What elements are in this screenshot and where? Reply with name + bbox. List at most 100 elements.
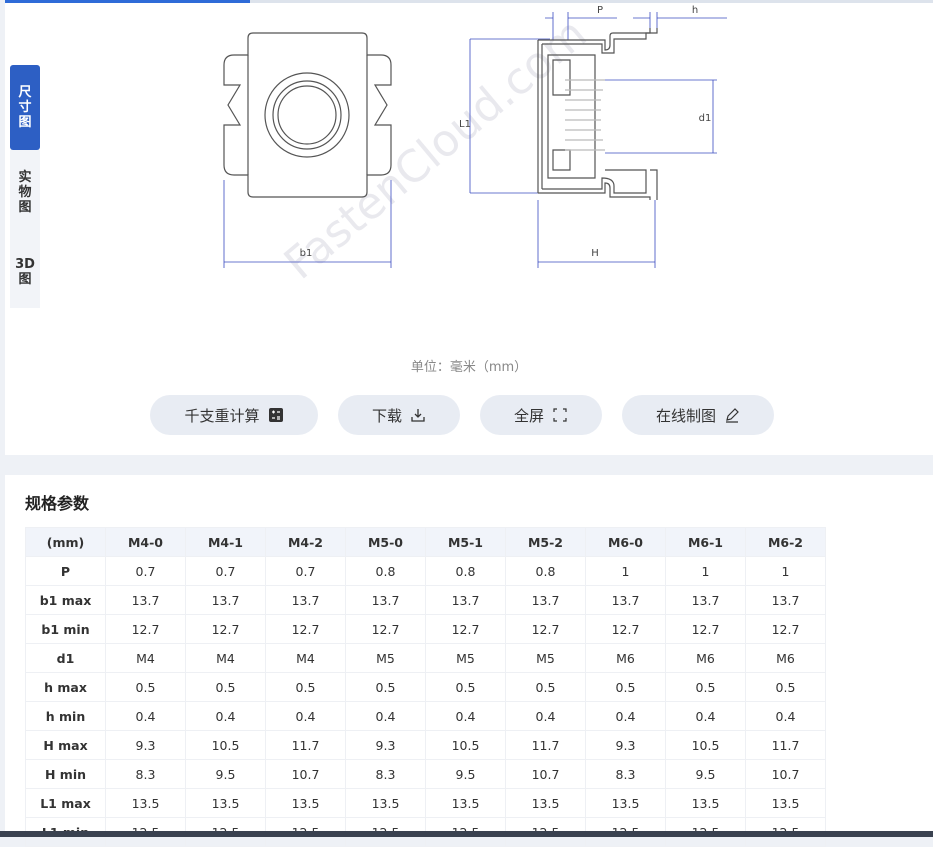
cell: 9.5 [185,759,266,789]
cell: 12.7 [265,614,346,644]
cell: 8.3 [105,759,186,789]
bottom-bar [0,831,933,837]
cell: 0.5 [505,672,586,702]
cell: 0.8 [345,556,426,586]
icon [553,408,567,422]
cell: 0.4 [665,701,746,731]
cell: 10.5 [665,730,746,760]
cell: 12.7 [745,614,826,644]
cell: 0.4 [425,701,506,731]
cell: 1 [585,556,666,586]
download-button[interactable]: 下载 [338,395,460,435]
cell: 1 [745,556,826,586]
spec-table: (mm) M4-0 M4-1 M4-2 M5-0 M5-1 M5-2 M6-0 M6-1 M6-2… [25,527,826,847]
cell: 11.7 [745,730,826,760]
cell: 0.8 [505,556,586,586]
cell: 0.5 [265,672,346,702]
cell: M5 [505,643,586,673]
cell: 13.5 [745,788,826,818]
cell: M5 [425,643,506,673]
dimension-lines [223,12,727,268]
cell: 9.5 [665,759,746,789]
table-row: L1 max 13.5 13.5 13.5 13.5 13.5 13.5 13.5 13.5 13… [25,788,826,818]
cell: M4 [185,643,266,673]
online-draw-button[interactable]: 在线制图 [622,395,774,435]
row-header: h min [25,701,106,731]
cell: 13.5 [265,788,346,818]
drawing-panel: 尺寸图 实物图 3D图 FastenCloud.com [5,0,933,455]
tab[interactable]: 3D图 [10,235,40,308]
header-cell: M6-0 [585,527,666,557]
cell: 12.7 [345,614,426,644]
unit-text: 单位：毫米（mm） [410,360,528,375]
table-row: P 0.7 0.7 0.7 0.8 0.8 0.8 1 1 1 [25,556,826,586]
spec-panel: 规格参数 (mm) M4-0 M4-1 M4-2 M5-0 M5-1 M5-2 M6-0 M6-… [5,475,933,847]
cell: 13.7 [505,585,586,615]
tab[interactable]: 实物图 [10,150,40,235]
technical-drawing: FastenCloud.com b1 P [223,5,727,290]
row-header: b1 min [25,614,106,644]
table-row: H max 9.3 10.5 11.7 9.3 10.5 11.7 9.3 10.5 11.7 [25,730,826,760]
row-header: H min [25,759,106,789]
tab[interactable]: 尺寸图 [10,65,40,150]
cell: 12.7 [505,614,586,644]
cell: 0.7 [265,556,346,586]
side-view [537,28,658,200]
cell: M6 [585,643,666,673]
row-header: d1 [25,643,106,673]
cell: M4 [265,643,346,673]
cell: 8.3 [345,759,426,789]
header-cell: M6-1 [665,527,746,557]
button-label: 在线制图 [655,406,716,425]
cell: 12.7 [185,614,266,644]
header-cell: M4-0 [105,527,186,557]
cell: 0.7 [105,556,186,586]
row-header: H max [25,730,106,760]
cell: 9.3 [585,730,666,760]
cell: 13.7 [745,585,826,615]
row-header: b1 max [25,585,106,615]
cell: 13.5 [425,788,506,818]
cell: 0.4 [185,701,266,731]
header-cell: M4-1 [185,527,266,557]
weight-calc-button[interactable]: 千支重计算 [150,395,318,435]
header-cell: M5-1 [425,527,506,557]
section-title: 规格参数 [25,490,89,514]
cell: 0.4 [745,701,826,731]
cell: 0.4 [585,701,666,731]
cell: 0.4 [105,701,186,731]
cell: 12.7 [585,614,666,644]
cell: 13.5 [345,788,426,818]
cell: 8.3 [585,759,666,789]
button-label: 千支重计算 [184,406,260,425]
table-row: h max 0.5 0.5 0.5 0.5 0.5 0.5 0.5 0.5 0.5 [25,672,826,702]
row-header: L1 max [25,788,106,818]
table-row: d1 M4 M4 M4 M5 M5 M5 M6 M6 M6 [25,643,826,673]
cell: M6 [665,643,746,673]
cell: 12.7 [665,614,746,644]
table-row: h min 0.4 0.4 0.4 0.4 0.4 0.4 0.4 0.4 0.4 [25,701,826,731]
cell: 10.5 [185,730,266,760]
cell: 13.7 [585,585,666,615]
progress-track [250,0,933,3]
cell: 0.4 [505,701,586,731]
cell: 13.5 [665,788,746,818]
icon [268,408,283,422]
cell: 13.7 [345,585,426,615]
cell: 9.5 [425,759,506,789]
fullscreen-button[interactable]: 全屏 [480,395,602,435]
cell: 9.3 [105,730,186,760]
dim-label: b1 [300,248,313,259]
cell: M4 [105,643,186,673]
cell: 10.7 [505,759,586,789]
cell: 0.5 [105,672,186,702]
cell: 13.5 [185,788,266,818]
table-row: b1 min 12.7 12.7 12.7 12.7 12.7 12.7 12.7 12.7 12… [25,614,826,644]
front-view [223,32,392,198]
cell: 10.7 [745,759,826,789]
cell: 0.5 [665,672,746,702]
header-cell: M5-2 [505,527,586,557]
cell: 0.7 [185,556,266,586]
cell: M6 [745,643,826,673]
button-label: 下载 [371,406,402,425]
